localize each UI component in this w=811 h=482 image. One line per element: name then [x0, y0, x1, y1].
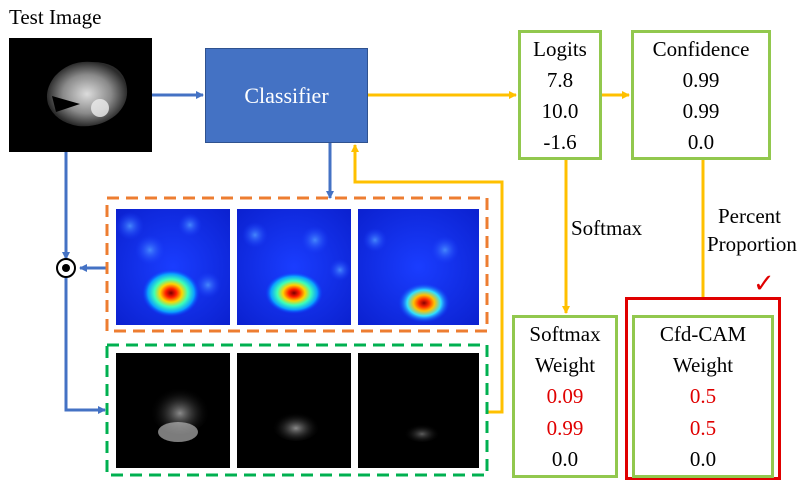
percent-edge-label-1: Percent — [718, 204, 781, 228]
cam-group-frame — [105, 196, 489, 333]
cfd-cam-weight-value-1: 0.5 — [689, 384, 717, 409]
logits-value-3: -1.6 — [543, 129, 577, 154]
logits-value-2: 10.0 — [541, 98, 579, 123]
cfd-cam-weight-value-2: 0.5 — [689, 415, 717, 440]
cfd-cam-weight-title-1: Cfd-CAM — [659, 321, 747, 346]
cam-heatmap-2 — [237, 209, 351, 325]
softmax-weight-title-1: Softmax — [529, 321, 601, 346]
feedback-to-classifier-arrow — [351, 144, 504, 414]
masked-image-3 — [358, 353, 479, 468]
cfd-cam-weight-title-2: Weight — [672, 353, 734, 378]
masked-image-2 — [237, 353, 351, 468]
logits-box: Logits 7.8 10.0 -1.6 — [518, 30, 602, 160]
softmax-weight-value-1: 0.09 — [546, 384, 584, 409]
cam-heatmap-1 — [116, 209, 230, 325]
confidence-value-3: 0.0 — [687, 129, 715, 154]
softmax-weight-box: Softmax Weight 0.09 0.99 0.0 — [512, 315, 618, 478]
checkmark-icon: ✓ — [753, 269, 775, 299]
masked-image-1 — [116, 353, 230, 468]
cfd-cam-weight-box: Cfd-CAM Weight 0.5 0.5 0.0 — [632, 315, 774, 478]
softmax-weight-value-3: 0.0 — [551, 447, 579, 472]
logits-value-1: 7.8 — [546, 67, 574, 92]
percent-edge-label-2: Proportion — [707, 232, 797, 256]
softmax-edge-label: Softmax — [571, 216, 643, 240]
confidence-title: Confidence — [652, 36, 750, 61]
cam-heatmap-3 — [358, 209, 479, 325]
masked-group-frame — [105, 343, 489, 477]
logits-title: Logits — [533, 36, 587, 61]
softmax-weight-value-2: 0.99 — [546, 415, 584, 440]
confidence-value-1: 0.99 — [682, 67, 720, 92]
cfd-cam-weight-value-3: 0.0 — [689, 447, 717, 472]
confidence-value-2: 0.99 — [682, 98, 720, 123]
test-image-label: Test Image — [9, 5, 102, 29]
softmax-weight-title-2: Weight — [534, 353, 596, 378]
classifier-block: Classifier — [205, 48, 368, 143]
confidence-box: Confidence 0.99 0.99 0.0 — [631, 30, 771, 160]
multiply-to-masked-arrow — [64, 278, 106, 414]
